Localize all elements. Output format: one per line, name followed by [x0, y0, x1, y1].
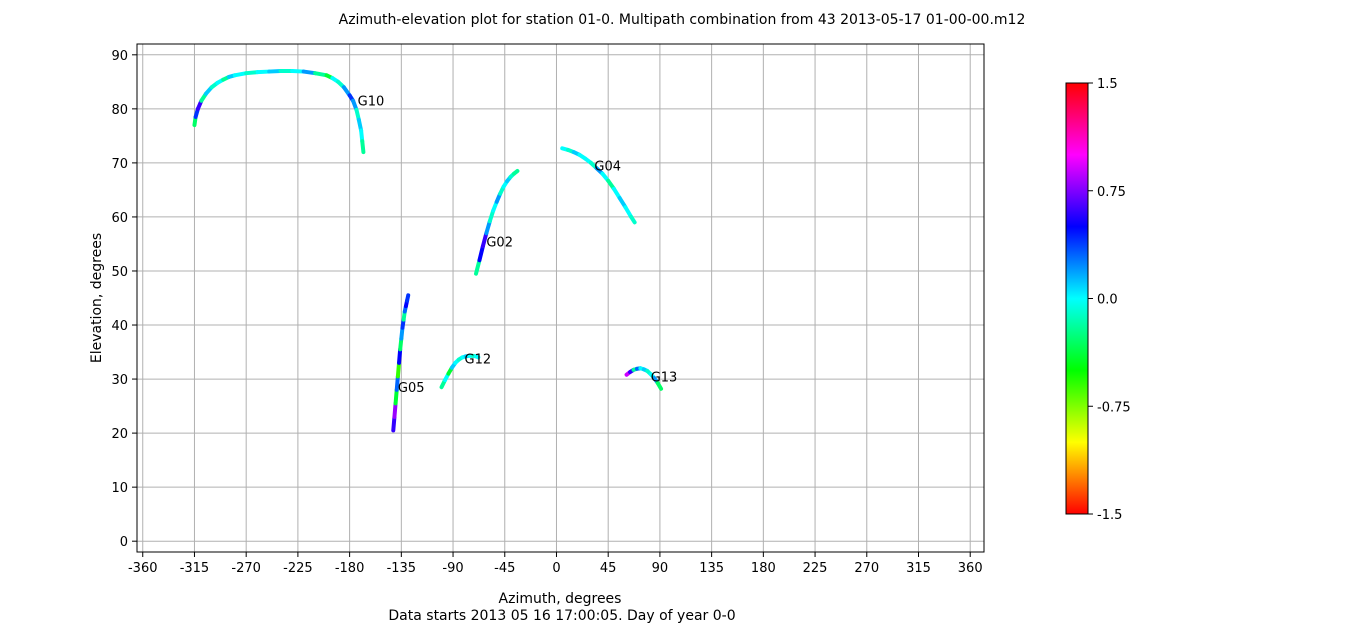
x-axis-ticks: -360 -315 -270 -225 -180 -135 -90 -45 0 45 90 135 18…: [128, 552, 983, 576]
y-tick-label: 0: [120, 535, 128, 550]
y-tick-label: 90: [111, 49, 128, 64]
satellite-label-g12: G12: [465, 353, 492, 368]
satellite-label-g02: G02: [486, 235, 513, 250]
y-tick-label: 80: [111, 103, 128, 118]
x-tick-label: 90: [652, 561, 669, 576]
track-segment: [405, 293, 411, 303]
x-tick-label: 45: [600, 561, 617, 576]
x-tick-label: 225: [803, 561, 828, 576]
track-segment: [394, 374, 400, 392]
y-axis-label: Elevation, degrees: [89, 233, 105, 363]
x-tick-label: -135: [387, 561, 417, 576]
y-tick-label: 30: [111, 373, 128, 388]
satellite-label-g05: G05: [398, 381, 425, 396]
x-tick-label: -270: [231, 561, 261, 576]
satellite-track-g04: [560, 146, 637, 225]
satellite-labels: G10 G04 G02 G05 G12 G13: [358, 95, 678, 396]
satellite-track-g10: [192, 69, 366, 155]
track-segment: [392, 401, 398, 419]
chart-subtitle: Data starts 2013 05 16 17:00:05. Day of …: [388, 608, 735, 624]
track-segment: [629, 214, 637, 225]
x-tick-label: 180: [751, 561, 776, 576]
track-segment: [397, 347, 403, 365]
y-axis-ticks: 0 10 20 30 40 50 60 70 80 90: [111, 49, 137, 550]
colorbar-tick-label: 0.0: [1097, 293, 1118, 308]
colorbar-ticks: 1.5 0.75 0.0 -0.75 -1.5: [1088, 77, 1131, 523]
track-segment: [655, 380, 664, 391]
track-segment: [360, 139, 366, 155]
satellite-track-g12: [439, 353, 481, 390]
track-segment: [474, 354, 481, 360]
track-segment: [474, 258, 482, 276]
x-tick-label: -315: [180, 561, 210, 576]
x-tick-label: 135: [699, 561, 724, 576]
x-tick-label: 0: [552, 561, 560, 576]
x-tick-label: 360: [958, 561, 983, 576]
track-segment: [393, 387, 399, 406]
plot-area-frame: [136, 43, 985, 553]
y-tick-label: 60: [111, 211, 128, 226]
x-axis-label: Azimuth, degrees: [499, 591, 622, 607]
colorbar-tick-label: 1.5: [1097, 77, 1118, 92]
y-tick-label: 10: [111, 481, 128, 496]
satellite-label-g04: G04: [594, 160, 621, 175]
y-tick-label: 20: [111, 427, 128, 442]
track-segment: [480, 231, 489, 249]
colorbar: [1065, 82, 1089, 515]
satellite-label-g13: G13: [651, 370, 678, 385]
x-tick-label: -360: [128, 561, 158, 576]
satellite-track-g05: [391, 293, 411, 433]
colorbar-tick-label: -1.5: [1097, 508, 1122, 523]
y-tick-label: 70: [111, 157, 128, 172]
satellite-label-g10: G10: [358, 95, 385, 110]
track-segment: [484, 219, 492, 236]
x-tick-label: -225: [283, 561, 313, 576]
chart-title: Azimuth-elevation plot for station 01-0.…: [339, 12, 1026, 28]
x-tick-label: -45: [494, 561, 515, 576]
satellite-tracks: [192, 69, 664, 433]
track-segment: [391, 414, 397, 433]
y-tick-label: 40: [111, 319, 128, 334]
track-segment: [511, 169, 520, 176]
colorbar-tick-label: -0.75: [1097, 400, 1131, 415]
x-tick-label: 315: [906, 561, 931, 576]
x-tick-label: 270: [854, 561, 879, 576]
y-tick-label: 50: [111, 265, 128, 280]
track-segment: [395, 360, 402, 379]
track-segment: [477, 244, 485, 263]
grid-lines: [137, 44, 984, 552]
satellite-track-g13: [624, 366, 664, 391]
satellite-track-g02: [474, 169, 520, 276]
x-tick-label: -180: [335, 561, 365, 576]
x-tick-label: -90: [442, 561, 463, 576]
colorbar-tick-label: 0.75: [1097, 185, 1126, 200]
